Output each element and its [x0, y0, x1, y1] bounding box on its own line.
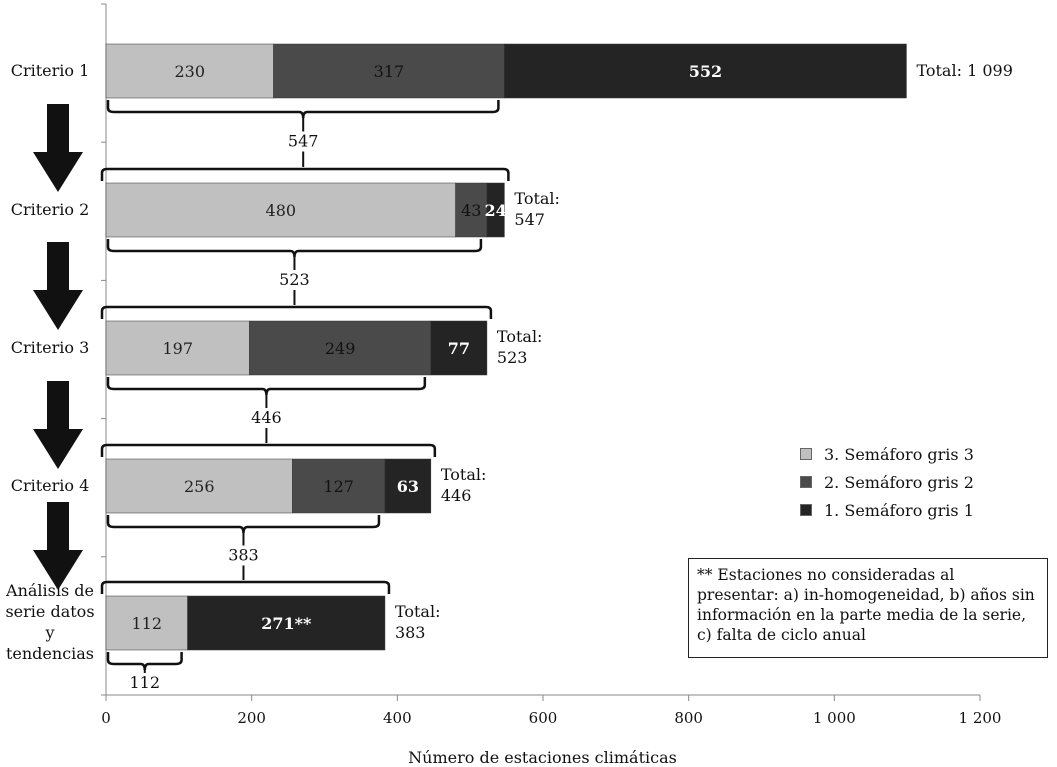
category-label-line: Análisis de [6, 581, 94, 601]
x-axis-title: Número de estaciones climáticas [408, 748, 677, 767]
bar-segment-2-3 [486, 182, 505, 238]
category-label: Análisis de serie datos y tendencias [0, 581, 100, 664]
x-tick-label: 0 [101, 709, 111, 727]
bar-segment-3-2 [249, 320, 432, 376]
carry-bracket [106, 100, 500, 119]
down-arrow-icon [33, 242, 83, 330]
opening-bracket [100, 167, 510, 181]
bar-segment-4-1 [105, 458, 293, 514]
carry-bracket [106, 515, 381, 534]
legend-label-gris-2: 2. Semáforo gris 2 [824, 472, 974, 492]
opening-bracket [100, 305, 493, 319]
category-label-line: tendencias [5, 643, 95, 663]
carry-label-bg [276, 270, 313, 290]
bar-segment-5-1 [105, 595, 188, 651]
opening-bracket [100, 580, 391, 594]
data-label-2-3: 24 [485, 201, 507, 220]
bar-segment-4-3 [384, 458, 432, 514]
opening-bracket [100, 443, 437, 457]
carry-label: 383 [228, 546, 259, 565]
category-label-line: serie datos [5, 602, 95, 622]
carry-label: 547 [288, 132, 319, 151]
category-label-line: Criterio 4 [10, 475, 90, 495]
bar-segment-3-1 [105, 320, 250, 376]
total-label: Total: 547 [514, 189, 560, 231]
x-tick-label: 400 [383, 709, 412, 727]
data-label-4-2: 127 [323, 477, 354, 496]
data-label-4-1: 256 [184, 477, 215, 496]
total-label: Total: 383 [395, 602, 441, 644]
x-tick-label: 800 [674, 709, 703, 727]
carry-bracket [106, 377, 427, 396]
category-label-line: y [45, 622, 55, 642]
down-arrow-icon [33, 104, 83, 192]
bar-segment-2-2 [455, 182, 488, 238]
total-label-line: 383 [394, 622, 426, 642]
legend-label-gris-1: 1. Semáforo gris 1 [824, 500, 974, 520]
legend-item-gris-1: 1. Semáforo gris 1 [800, 496, 974, 524]
carry-label-bg [285, 131, 322, 152]
legend: 3. Semáforo gris 3 2. Semáforo gris 2 1.… [800, 440, 974, 524]
legend-item-gris-2: 2. Semáforo gris 2 [800, 468, 974, 496]
total-label-line: Total: [514, 189, 560, 209]
carry-label: 112 [130, 673, 161, 692]
legend-swatch-gris-2 [800, 476, 812, 488]
bar-segment-3-3 [430, 320, 488, 376]
data-label-2-1: 480 [266, 201, 297, 220]
category-label: Criterio 4 [0, 476, 100, 497]
legend-label-gris-3: 3. Semáforo gris 3 [824, 444, 974, 464]
data-label-1-3: 552 [689, 62, 722, 81]
data-label-5-3: 271** [261, 614, 312, 633]
carry-bracket [106, 239, 483, 258]
bar-segment-5-3 [187, 595, 386, 651]
total-label-line: Total: [394, 602, 441, 622]
data-label-1-2: 317 [374, 62, 405, 81]
category-label-line: Criterio 2 [10, 199, 90, 219]
category-label-line: Criterio 3 [10, 337, 90, 357]
carry-bracket [106, 652, 183, 671]
legend-swatch-gris-3 [800, 448, 812, 460]
data-label-4-3: 63 [397, 477, 419, 496]
category-label: Criterio 1 [0, 61, 100, 82]
bar-segment-1-2 [273, 43, 505, 99]
data-label-3-3: 77 [448, 339, 470, 358]
data-label-3-1: 197 [162, 339, 193, 358]
down-arrow-icon [33, 502, 83, 590]
data-label-2-2: 43 [461, 201, 481, 220]
total-label-line: 523 [496, 347, 528, 367]
carry-label-bg [126, 673, 163, 693]
carry-label-bg [248, 408, 285, 428]
x-tick-label: 600 [529, 709, 558, 727]
total-label-line: Total: [496, 327, 543, 347]
legend-item-gris-3: 3. Semáforo gris 3 [800, 440, 974, 468]
data-label-3-2: 249 [325, 339, 356, 358]
bar-segment-1-3 [504, 43, 907, 99]
data-label-5-1: 112 [132, 614, 163, 633]
total-label-line: Total: 1 099 [916, 60, 1013, 80]
carry-label: 446 [251, 408, 282, 427]
x-tick-label: 200 [237, 709, 266, 727]
total-label: Total: 446 [441, 465, 487, 507]
category-label: Criterio 3 [0, 338, 100, 359]
carry-label: 523 [279, 270, 310, 289]
legend-swatch-gris-1 [800, 504, 812, 516]
down-arrow-icon [33, 381, 83, 469]
total-label-line: Total: [440, 465, 487, 485]
footnote-box: ** Estaciones no consideradas al present… [688, 558, 1048, 658]
total-label: Total: 1 099 [916, 61, 1012, 82]
category-label: Criterio 2 [0, 200, 100, 221]
total-label-line: 446 [440, 485, 472, 505]
x-tick-label: 1 000 [813, 709, 856, 727]
data-label-1-1: 230 [174, 62, 205, 81]
carry-label-bg [225, 545, 262, 566]
category-label-line: Criterio 1 [10, 60, 90, 80]
x-tick-label: 1 200 [959, 709, 1002, 727]
total-label-line: 547 [514, 209, 545, 229]
total-label: Total: 523 [497, 327, 543, 369]
